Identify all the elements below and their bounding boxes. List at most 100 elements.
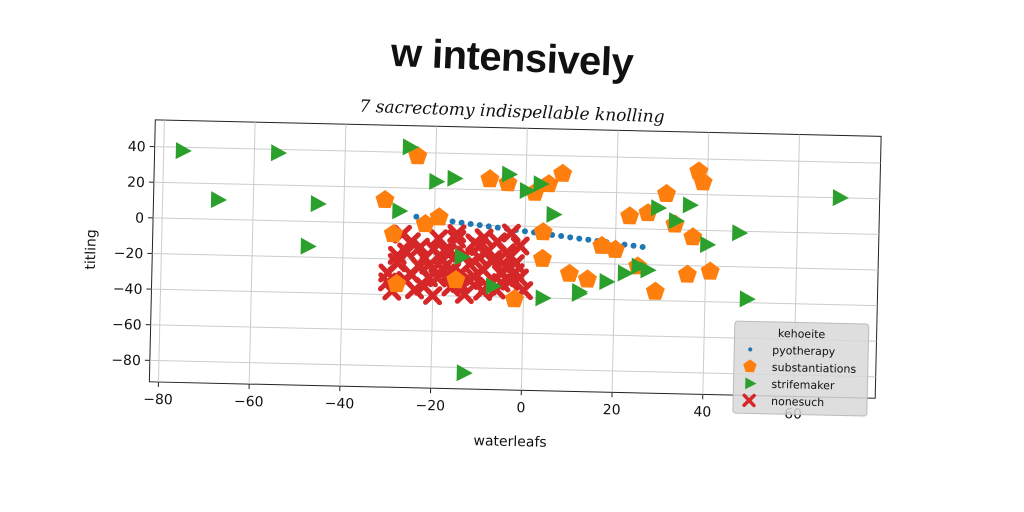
x-tick-label: −80 [143, 392, 173, 409]
nonesuch-point [423, 285, 443, 306]
substantiations-point [533, 222, 553, 241]
nonesuch-point [437, 243, 457, 263]
strifemaker-point [650, 199, 668, 217]
strifemaker-point [700, 236, 717, 254]
substantiations-point [683, 227, 703, 246]
y-tick-label: 40 [128, 139, 146, 155]
nonesuch-point [465, 233, 485, 253]
nonesuch-point [454, 284, 475, 305]
strifemaker-point [310, 195, 327, 213]
pyotherapy-point [494, 224, 501, 231]
substantiations-point [559, 263, 579, 282]
substantiations-point [446, 270, 466, 289]
substantiations-point [645, 281, 665, 300]
grid-line-x [157, 120, 165, 383]
strifemaker-point [519, 182, 536, 200]
legend-label: pyotherapy [772, 344, 836, 358]
x-tick-label: 20 [603, 402, 621, 418]
x-tick-label: −60 [234, 394, 264, 411]
legend-label: nonesuch [771, 395, 824, 409]
y-tick-label: −60 [112, 317, 142, 334]
strifemaker-point [739, 290, 756, 308]
legend-label: strifemaker [771, 378, 835, 392]
substantiations-point [620, 206, 640, 225]
legend-item-substantiations: substantiations [743, 359, 857, 376]
pyotherapy-point [567, 234, 574, 241]
substantiations-point [533, 248, 553, 268]
substantiations-point [375, 190, 395, 209]
strifemaker-point [429, 172, 446, 190]
strifemaker-point [454, 248, 471, 266]
legend-item-nonesuch: nonesuch [742, 393, 824, 409]
strifemaker-point [175, 142, 192, 160]
grid-line-y [153, 181, 880, 200]
pyotherapy-point [449, 218, 456, 225]
substantiations-point [504, 289, 524, 308]
nonesuch-point [501, 246, 521, 266]
legend-marker [743, 359, 757, 373]
nonesuch-point [414, 248, 435, 268]
substantiations-point [677, 264, 697, 283]
x-tick-label: 40 [693, 404, 711, 420]
strifemaker-point [392, 202, 409, 220]
data-marks [175, 138, 849, 382]
nonesuch-point [428, 228, 449, 249]
grid-line-x [339, 124, 347, 387]
legend-box [732, 320, 870, 417]
nonesuch-point [400, 263, 421, 284]
strifemaker-point [447, 169, 464, 187]
nonesuch-point [501, 223, 521, 243]
strifemaker-point [546, 205, 563, 223]
strifemaker-point [485, 277, 502, 295]
strifemaker-point [571, 283, 589, 301]
strifemaker-point [402, 138, 419, 156]
strifemaker-point [535, 289, 552, 307]
legend-marker [748, 347, 753, 352]
substantiations-point [408, 146, 428, 165]
substantiations-point [539, 174, 559, 193]
series-nonesuch [377, 223, 534, 306]
pyotherapy-point [476, 222, 483, 229]
x-tick-label: 0 [516, 400, 525, 416]
pyotherapy-point [639, 243, 646, 250]
nonesuch-point [418, 267, 439, 288]
y-axis-ticks: 40 20 0 −20 −40 −60 −80 [111, 139, 155, 370]
substantiations-point [592, 235, 612, 255]
strifemaker-point [456, 364, 473, 382]
legend-item-pyotherapy: pyotherapy [748, 344, 836, 358]
strifemaker-point [501, 165, 519, 183]
y-tick-label: 20 [127, 175, 145, 191]
legend-label: substantiations [772, 361, 857, 376]
legend-marker [742, 393, 756, 408]
substantiations-point [553, 163, 573, 182]
pyotherapy-point [467, 221, 474, 228]
pyotherapy-point [458, 219, 465, 226]
nonesuch-point [509, 268, 530, 288]
substantiations-point [700, 261, 720, 280]
grid-line-x [248, 122, 256, 385]
substantiations-point [415, 214, 435, 233]
nonesuch-point [447, 224, 467, 244]
substantiations-point [383, 224, 403, 243]
substantiations-point [693, 172, 713, 191]
strifemaker-point [668, 212, 685, 230]
strifemaker-point [631, 257, 648, 275]
strifemaker-point [682, 196, 699, 214]
substantiations-point [657, 183, 677, 203]
y-tick-label: 0 [135, 210, 144, 226]
pyotherapy-point [585, 236, 592, 243]
y-tick-label: −40 [113, 281, 143, 298]
substantiations-point [577, 269, 597, 288]
strifemaker-point [210, 191, 228, 209]
x-tick-label: −20 [415, 398, 445, 415]
strifemaker-point [617, 264, 634, 282]
strifemaker-point [599, 272, 616, 290]
pyotherapy-point [413, 213, 420, 220]
strifemaker-point [270, 144, 288, 162]
legend: kehoeite pyotherapy substantiations strifem… [732, 320, 870, 417]
nonesuch-point [432, 259, 453, 279]
strifemaker-point [832, 189, 849, 207]
y-tick-label: −80 [111, 353, 141, 370]
